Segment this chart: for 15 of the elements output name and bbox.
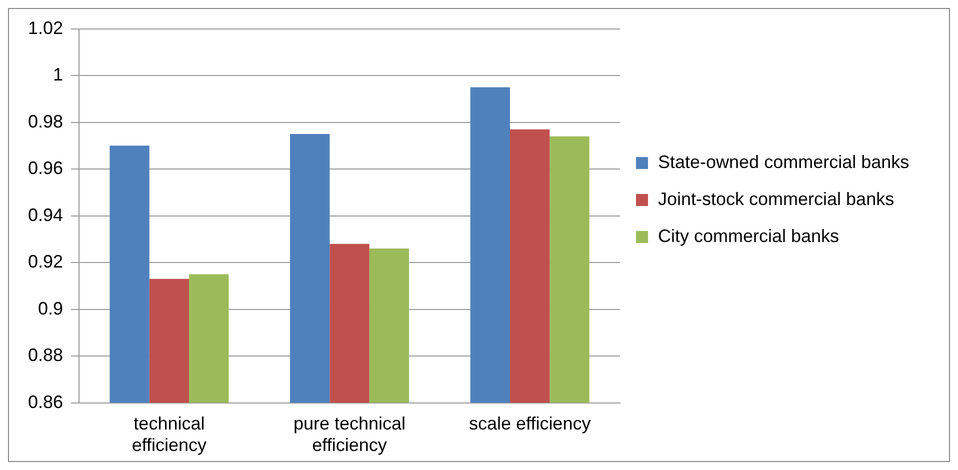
y-tick-label: 0.9 [38,298,64,318]
y-tick-label: 1.02 [28,18,64,38]
legend-label: City commercial banks [658,225,840,248]
y-tick-label: 0.88 [28,345,64,366]
x-tick-label: technical efficiency [132,414,207,456]
y-tick-label: 0.94 [28,204,64,225]
y-tick-label: 0.86 [28,392,64,412]
legend-label: Joint-stock commercial banks [658,188,894,211]
x-tick-label: scale efficiency [468,414,591,434]
y-tick-label: 0.96 [28,158,64,178]
y-tick-label: 0.92 [28,252,64,272]
x-tick-label: pure technical efficiency [293,414,406,456]
y-tick-label: 1 [53,64,64,85]
legend-label: State-owned commercial banks [658,151,910,174]
y-tick-label: 0.98 [28,111,64,132]
